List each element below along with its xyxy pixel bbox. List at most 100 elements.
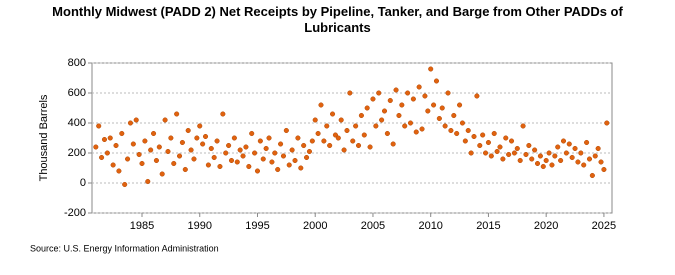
data-point [329,111,336,117]
data-point [578,150,584,156]
y-tick-label: 400 [68,117,86,129]
data-point [384,130,390,137]
data-point [604,120,610,126]
data-point [592,153,598,159]
data-point [315,130,321,137]
data-point [457,102,463,108]
data-point [159,171,165,177]
data-point [485,139,491,146]
data-point [422,93,428,99]
data-point [390,141,396,147]
data-point [324,123,330,129]
data-point [104,150,110,156]
data-point [497,144,503,150]
data-point [399,102,405,108]
data-point [344,127,350,134]
data-point [350,138,356,144]
data-point [483,150,489,156]
data-point [185,127,191,134]
data-point [503,135,509,141]
data-point [396,112,402,119]
data-point [387,97,393,104]
data-point [125,156,131,162]
data-point [171,160,177,167]
data-point [407,120,414,126]
data-point [278,141,284,147]
data-point [451,112,457,119]
data-point [243,144,249,150]
data-point [283,127,289,134]
data-point [275,166,281,173]
data-point [361,132,367,138]
data-point [508,138,515,144]
data-point [353,123,359,129]
data-point [500,156,506,162]
data-point [494,148,500,155]
data-point [523,151,529,158]
data-point [119,130,125,137]
data-point [425,108,431,114]
data-point [246,163,252,170]
data-point [364,105,370,111]
data-point [162,117,168,123]
data-point [370,96,376,102]
data-point [301,142,307,149]
data-point [555,144,561,150]
data-point [148,147,154,153]
data-point [113,142,119,149]
data-point [174,111,180,117]
data-point [529,156,535,162]
data-point [280,153,287,159]
data-point [534,160,541,167]
data-point [428,66,434,72]
data-point [558,157,564,164]
data-point [194,135,200,141]
data-point [304,154,310,161]
data-point [433,78,440,84]
data-point [419,126,425,132]
data-point [237,147,243,153]
data-point [560,138,567,144]
data-point [543,157,549,164]
data-point [260,156,266,162]
data-point [306,148,312,155]
data-point [145,178,151,185]
data-point [292,157,298,164]
x-tick-label: 2010 [418,220,442,232]
data-point [549,162,555,168]
x-tick-label: 2015 [476,220,500,232]
data-point [136,151,142,158]
x-tick-label: 1990 [187,220,211,232]
data-point [153,157,159,164]
data-point [176,153,183,159]
y-axis-label: Thousand Barrels [38,94,50,181]
data-point [462,138,468,144]
data-point [569,154,575,161]
data-point [151,130,157,137]
data-point [263,145,269,152]
data-point [520,123,526,129]
data-point [477,142,483,149]
x-tick-label: 2000 [303,220,327,232]
data-point [586,156,593,162]
data-point [393,87,399,93]
data-point [439,105,445,111]
data-point [335,135,341,141]
chart-title: Monthly Midwest (PADD 2) Net Receipts by… [52,4,623,35]
data-point [416,84,422,90]
data-point [107,135,113,141]
data-point [133,117,139,123]
data-point [101,136,108,143]
data-point [546,150,552,156]
data-point [381,108,388,114]
data-point [511,150,517,156]
data-point [468,150,474,156]
data-point [205,162,211,168]
data-point [537,153,543,159]
data-point [130,141,136,147]
data-point [563,150,569,156]
data-point [116,168,122,174]
source-note: Source: U.S. Energy Information Administ… [30,243,219,253]
data-point [252,150,258,156]
data-point [471,133,477,140]
